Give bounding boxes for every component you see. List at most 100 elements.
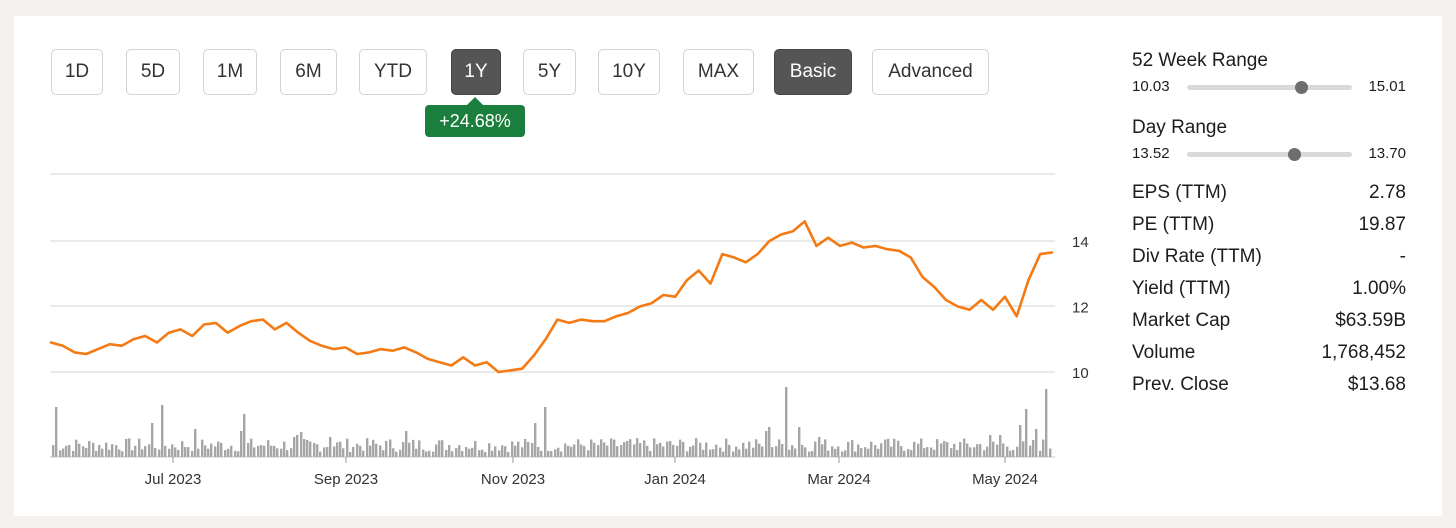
volume-bar	[339, 441, 342, 457]
volume-bar	[956, 450, 959, 457]
volume-bar	[118, 449, 121, 457]
volume-bar	[458, 445, 461, 457]
volume-bar	[280, 448, 283, 457]
volume-bar	[465, 447, 468, 457]
volume-bar	[382, 450, 385, 457]
volume-bar	[412, 439, 415, 457]
volume-bar	[131, 450, 134, 457]
volume-bar	[554, 449, 557, 457]
volume-bar	[818, 437, 821, 457]
range-button-5y[interactable]: 5Y	[523, 49, 576, 95]
volume-bar	[214, 446, 217, 457]
range-button-advanced[interactable]: Advanced	[872, 49, 989, 95]
volume-bar	[389, 439, 392, 457]
volume-bar	[893, 438, 896, 457]
volume-bar	[976, 444, 979, 457]
volume-bar	[293, 437, 296, 457]
volume-bar	[85, 448, 88, 457]
volume-bar	[653, 438, 656, 457]
price-series-line	[49, 220, 1054, 374]
volume-bar	[161, 405, 164, 457]
volume-bar	[626, 440, 629, 457]
volume-bar	[837, 446, 840, 457]
volume-bar	[725, 438, 728, 457]
volume-bar	[148, 444, 151, 457]
volume-bar	[544, 407, 547, 457]
range-button-1m[interactable]: 1M	[203, 49, 257, 95]
volume-bar	[237, 451, 240, 457]
volume-bar	[659, 442, 662, 457]
volume-bar	[771, 447, 774, 457]
volume-bar	[854, 451, 857, 457]
volume-bar	[101, 448, 104, 457]
volume-bar	[445, 449, 448, 457]
volume-bar	[168, 448, 171, 457]
volume-bar	[686, 451, 689, 457]
volume-bar	[399, 449, 402, 457]
volume-bar	[692, 445, 695, 457]
range-button-5d[interactable]: 5D	[126, 49, 180, 95]
volume-bar	[940, 443, 943, 457]
volume-bar	[177, 449, 180, 457]
volume-bar	[125, 438, 128, 457]
volume-bar	[263, 445, 266, 457]
volume-bar	[728, 444, 731, 457]
volume-bar	[946, 442, 949, 457]
volume-bar	[478, 450, 481, 457]
volume-bar	[531, 443, 534, 457]
volume-bar	[342, 448, 345, 457]
range-button-1y[interactable]: 1Y	[451, 49, 501, 95]
volume-bar	[567, 445, 570, 457]
volume-bar	[240, 431, 243, 457]
volume-bar	[204, 445, 207, 457]
volume-bar	[867, 448, 870, 457]
volume-bar	[171, 444, 174, 457]
volume-bar	[220, 442, 223, 457]
volume-bar	[448, 445, 451, 457]
volume-bar	[1035, 429, 1038, 457]
x-tick-label: Sep 2023	[314, 471, 378, 488]
volume-bar	[811, 451, 814, 457]
volume-bar	[735, 446, 738, 457]
volume-bar	[695, 438, 698, 457]
volume-bar	[461, 451, 464, 457]
volume-bar	[920, 438, 923, 457]
range-button-max[interactable]: MAX	[683, 49, 754, 95]
volume-bar	[775, 446, 778, 457]
x-tick-label: Jan 2024	[644, 471, 706, 488]
range-button-ytd[interactable]: YTD	[359, 49, 427, 95]
volume-bar	[243, 414, 246, 457]
volume-bar	[860, 448, 863, 457]
range-button-10y[interactable]: 10Y	[598, 49, 660, 95]
volume-bar	[488, 443, 491, 457]
volume-bar	[432, 451, 435, 457]
volume-bar	[92, 442, 95, 457]
volume-bar	[257, 445, 260, 457]
volume-bar	[128, 438, 131, 457]
volume-bar	[1029, 445, 1032, 457]
range-button-1d[interactable]: 1D	[51, 49, 103, 95]
volume-bar	[732, 451, 735, 457]
volume-bar	[369, 445, 372, 457]
volume-bar	[917, 443, 920, 457]
volume-bar	[68, 444, 71, 457]
volume-bar	[98, 445, 101, 457]
range-button-basic[interactable]: Basic	[774, 49, 852, 95]
volume-bar	[597, 445, 600, 457]
volume-bar	[286, 450, 289, 457]
volume-bar	[498, 450, 501, 457]
volume-bar	[372, 439, 375, 457]
volume-bar	[794, 448, 797, 457]
volume-bar	[418, 440, 421, 457]
volume-bar	[408, 442, 411, 457]
volume-bar	[788, 449, 791, 457]
volume-bar	[874, 445, 877, 457]
volume-bar	[933, 449, 936, 457]
volume-bar	[108, 449, 111, 457]
range-button-6m[interactable]: 6M	[280, 49, 337, 95]
volume-bar	[550, 451, 553, 457]
volume-bar	[798, 427, 801, 457]
volume-bar	[761, 446, 764, 457]
stat-value: $13.68	[1347, 374, 1406, 395]
volume-bar	[52, 445, 55, 457]
